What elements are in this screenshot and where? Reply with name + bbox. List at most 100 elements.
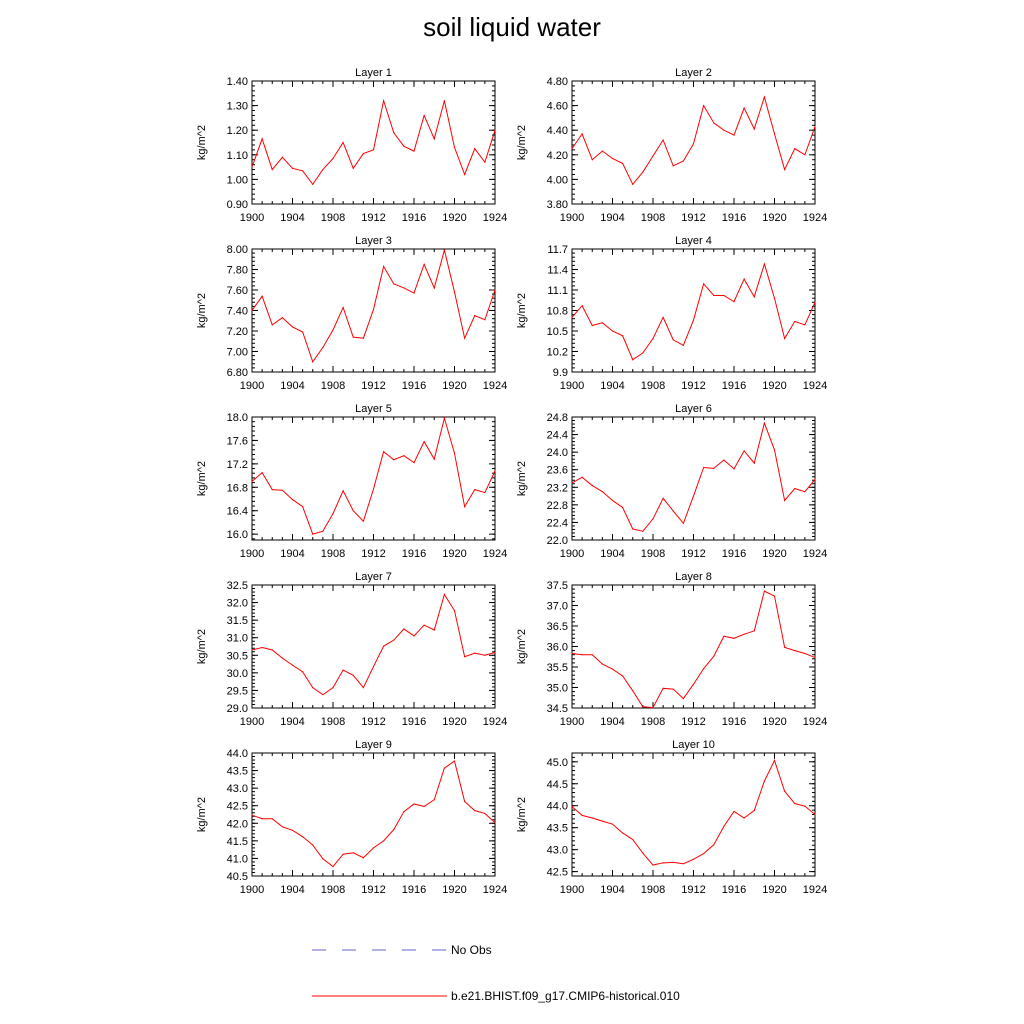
legend: No Obs b.e21.BHIST.f09_g17.CMIP6-historic… xyxy=(312,943,680,1003)
y-tick-label: 24.4 xyxy=(547,430,568,442)
x-tick-label: 1904 xyxy=(280,548,304,560)
data-point xyxy=(403,455,405,457)
data-point xyxy=(372,488,375,490)
x-tick-label: 1924 xyxy=(803,716,827,728)
data-point xyxy=(393,283,395,285)
data-point xyxy=(474,810,476,812)
data-point xyxy=(672,688,674,690)
data-point xyxy=(453,610,456,612)
x-tick-label: 1920 xyxy=(762,884,786,896)
data-point xyxy=(261,818,263,820)
y-tick-label: 4.80 xyxy=(547,76,568,88)
panel-5: Layer 5 1900 1904 1908 1912 1916 1920 1924 16.0 1… xyxy=(196,403,507,560)
data-point xyxy=(332,865,334,868)
data-point xyxy=(753,809,755,812)
data-point xyxy=(423,441,425,443)
data-point xyxy=(271,324,273,326)
data-point xyxy=(773,449,776,451)
x-tick-label: 1920 xyxy=(442,884,466,896)
data-point xyxy=(362,857,364,859)
data-point xyxy=(804,652,806,655)
data-point xyxy=(464,173,466,176)
data-point xyxy=(642,706,644,708)
data-point xyxy=(453,291,456,293)
series-line xyxy=(571,95,816,186)
data-point xyxy=(423,114,425,117)
data-point xyxy=(814,656,816,659)
data-point xyxy=(743,633,745,635)
data-point xyxy=(804,491,806,493)
y-tick-label: 0.90 xyxy=(227,199,248,211)
y-tick-label: 32.0 xyxy=(227,598,248,610)
plot-frame xyxy=(571,248,816,373)
data-point xyxy=(622,832,624,834)
panel-title: Layer 10 xyxy=(672,739,715,751)
y-tick-label: 1.40 xyxy=(227,76,248,88)
data-point xyxy=(571,805,573,808)
data-point xyxy=(743,107,745,109)
x-tick-label: 1924 xyxy=(483,380,507,392)
y-tick-label: 43.0 xyxy=(227,783,248,795)
x-tick-label: 1912 xyxy=(361,380,385,392)
panel-title: Layer 3 xyxy=(355,235,392,247)
data-point xyxy=(692,495,695,497)
data-point xyxy=(484,812,486,815)
x-tick-label: 1916 xyxy=(722,212,746,224)
panel-title: Layer 8 xyxy=(675,571,712,583)
data-point xyxy=(611,668,614,670)
data-point xyxy=(611,823,614,825)
y-axis-label: kg/m^2 xyxy=(516,629,528,664)
data-point xyxy=(464,506,466,508)
y-tick-label: 36.0 xyxy=(547,642,568,654)
legend-label: No Obs xyxy=(451,943,492,957)
data-point xyxy=(753,630,755,632)
x-tick-label: 1900 xyxy=(560,548,584,560)
x-tick-label: 1912 xyxy=(361,212,385,224)
data-point xyxy=(474,652,476,654)
data-point xyxy=(474,315,476,317)
data-point xyxy=(342,306,344,309)
data-point xyxy=(271,489,273,491)
data-point xyxy=(372,149,375,151)
series-line xyxy=(251,760,496,868)
data-point xyxy=(784,168,786,171)
x-tick-label: 1908 xyxy=(641,380,665,392)
data-point xyxy=(494,821,496,824)
x-tick-label: 1920 xyxy=(442,212,466,224)
data-point xyxy=(773,297,776,299)
data-point xyxy=(443,593,445,596)
data-point xyxy=(433,287,435,289)
y-tick-label: 30.0 xyxy=(227,668,248,680)
data-point xyxy=(713,467,715,469)
data-point xyxy=(281,489,283,491)
y-axis-label: kg/m^2 xyxy=(196,629,208,664)
data-point xyxy=(362,337,364,339)
y-tick-label: 44.5 xyxy=(547,779,568,791)
data-point xyxy=(332,513,334,515)
x-tick-label: 1916 xyxy=(402,884,426,896)
panel-10: Layer 10 1900 1904 1908 1912 1916 1920 1924 42.5… xyxy=(516,739,827,896)
y-tick-label: 16.0 xyxy=(227,529,248,541)
data-point xyxy=(682,344,684,346)
y-tick-label: 4.00 xyxy=(547,174,568,186)
data-point xyxy=(312,183,314,185)
data-point xyxy=(312,687,314,689)
data-point xyxy=(622,506,624,509)
y-axis-label: kg/m^2 xyxy=(516,461,528,496)
data-point xyxy=(571,482,573,484)
data-point xyxy=(423,263,425,265)
y-tick-label: 36.5 xyxy=(547,621,568,633)
data-point xyxy=(601,150,603,152)
series-line xyxy=(251,98,496,186)
data-point xyxy=(672,510,674,512)
plot-frame xyxy=(251,584,496,709)
data-point xyxy=(713,122,715,124)
y-tick-label: 37.5 xyxy=(547,580,568,592)
data-point xyxy=(372,847,375,849)
data-point xyxy=(484,161,486,163)
data-point xyxy=(372,665,375,668)
data-point xyxy=(413,150,415,152)
data-point xyxy=(662,862,664,864)
data-point xyxy=(281,657,283,659)
